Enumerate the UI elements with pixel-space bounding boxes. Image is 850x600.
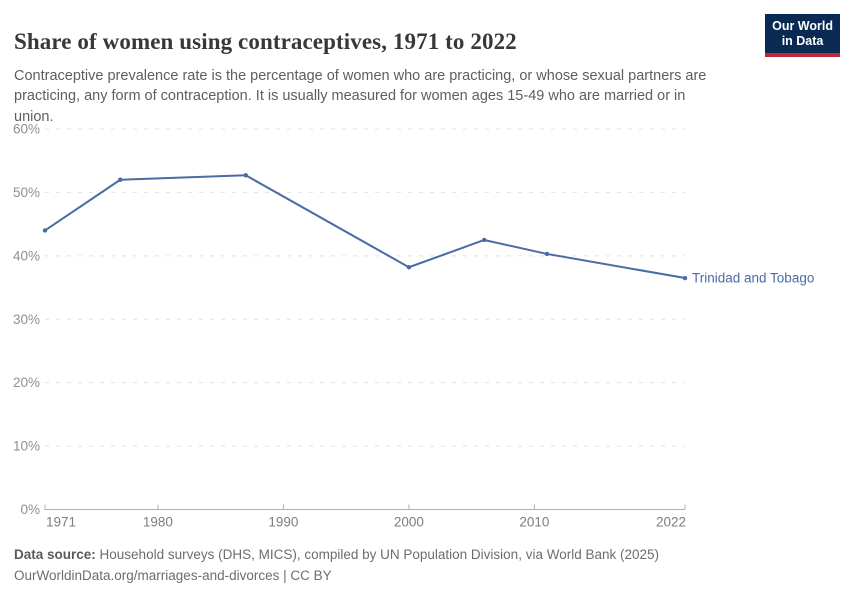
y-axis-tick-label: 30% <box>13 312 40 327</box>
footer-datasource-label: Data source: <box>14 547 96 562</box>
chart-footer: Data source: Household surveys (DHS, MIC… <box>14 544 814 586</box>
data-point-marker <box>682 275 688 281</box>
data-point-marker <box>243 173 248 178</box>
y-axis-tick-label: 50% <box>13 185 40 200</box>
data-point-marker <box>118 177 123 182</box>
data-point-marker <box>406 265 412 270</box>
data-point-marker <box>482 237 487 243</box>
x-axis-tick-label: 1971 <box>46 515 76 530</box>
footer-datasource-line: Data source: Household surveys (DHS, MIC… <box>14 544 814 565</box>
y-axis-tick-label: 60% <box>13 122 40 137</box>
chart-subtitle: Contraceptive prevalence rate is the per… <box>14 67 707 125</box>
x-axis-tick-label: 2010 <box>519 515 549 530</box>
x-axis-tick-label: 1980 <box>143 515 173 530</box>
chart-title: Share of women using contraceptives, 197… <box>14 29 517 55</box>
x-axis-tick-label: 2022 <box>656 515 686 530</box>
footer-datasource-text: Household surveys (DHS, MICS), compiled … <box>95 547 660 562</box>
y-axis-tick-label: 0% <box>20 502 40 517</box>
owid-logo-text-line1: Our World <box>772 19 833 33</box>
y-axis-tick-label: 40% <box>13 248 40 263</box>
data-point-marker <box>544 251 550 257</box>
series-end-label[interactable]: Trinidad and Tobago <box>692 271 814 286</box>
x-axis-tick-label: 2000 <box>394 515 424 530</box>
x-axis-tick-label: 1990 <box>268 515 298 530</box>
data-line <box>44 174 686 280</box>
owid-logo-text-line2: in Data <box>781 34 824 48</box>
data-point-marker <box>42 228 48 233</box>
y-axis-tick-label: 10% <box>13 439 40 454</box>
owid-logo[interactable]: Our World in Data <box>765 14 840 57</box>
footer-link[interactable]: OurWorldinData.org/marriages-and-divorce… <box>14 568 332 583</box>
y-axis-tick-label: 20% <box>13 375 40 390</box>
